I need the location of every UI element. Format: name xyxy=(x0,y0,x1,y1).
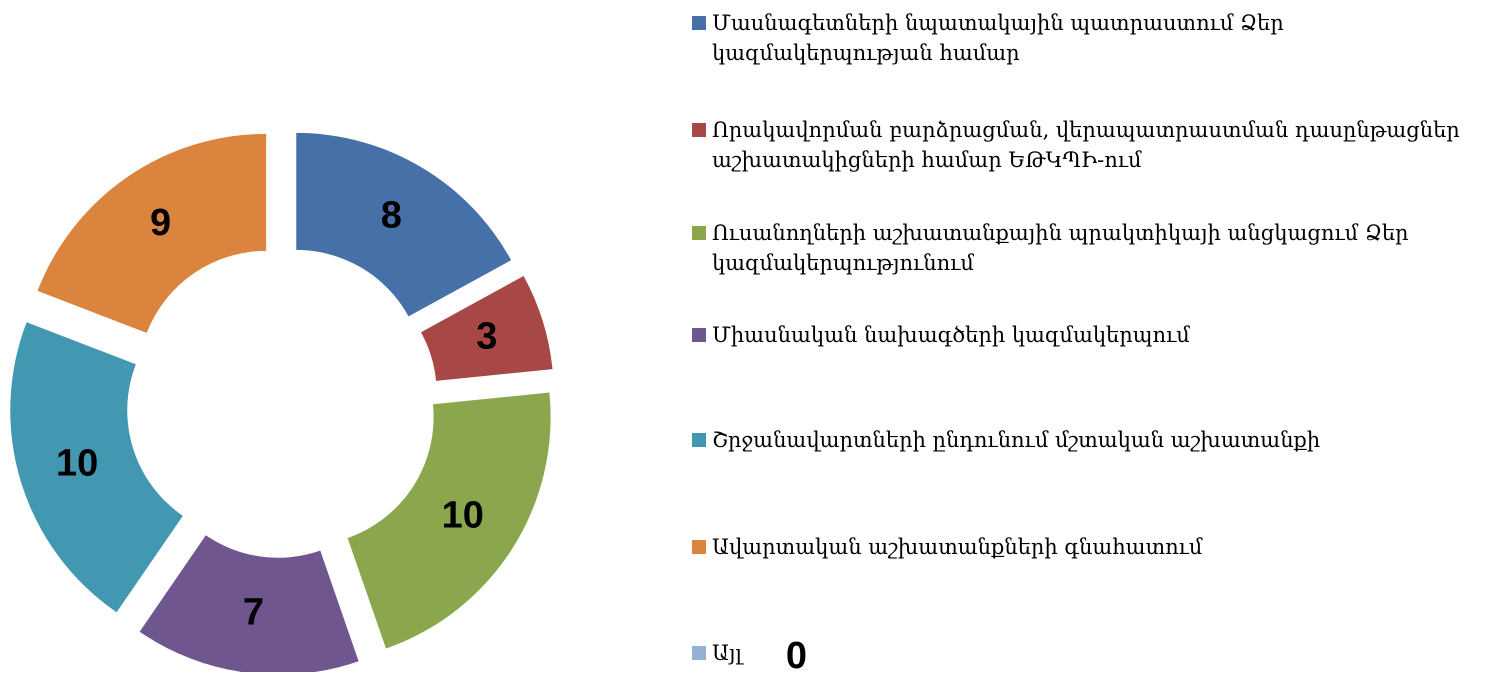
legend-swatch xyxy=(692,646,706,660)
legend-label: Ուսանողների աշխատանքային պրակտիկայի անցկ… xyxy=(712,221,1409,275)
donut-segment xyxy=(420,275,553,381)
legend-item: Ավարտական աշխատանքների գնահատում xyxy=(692,532,1487,562)
legend-label: Շրջանավարտների ընդունում մշտական աշխատան… xyxy=(712,428,1321,452)
value-label: 10 xyxy=(56,443,98,485)
value-label: 8 xyxy=(381,194,402,236)
legend-item: Մասնագետների նպատակային պատրաստում Ձեր կ… xyxy=(692,8,1487,68)
legend-swatch xyxy=(692,433,706,447)
legend-swatch xyxy=(692,328,706,342)
legend-label: Որակավորման բարձրացման, վերապատրաստման դ… xyxy=(712,118,1460,172)
legend-item: Որակավորման բարձրացման, վերապատրաստման դ… xyxy=(692,115,1487,175)
value-label: 3 xyxy=(476,315,497,357)
value-label: 7 xyxy=(243,592,264,634)
donut-segment xyxy=(347,392,551,649)
legend-label: Ավարտական աշխատանքների գնահատում xyxy=(712,535,1203,559)
legend-label: Այլ xyxy=(712,641,742,665)
value-label: 10 xyxy=(442,494,484,536)
legend-item: Այլ 0 xyxy=(692,635,1487,677)
legend-swatch xyxy=(692,123,706,137)
donut-segment xyxy=(37,133,267,333)
value-label: 9 xyxy=(150,202,171,244)
legend-swatch xyxy=(692,540,706,554)
legend-item: Շրջանավարտների ընդունում մշտական աշխատան… xyxy=(692,425,1487,455)
donut-segment xyxy=(139,535,359,672)
legend-swatch xyxy=(692,226,706,240)
legend-label: Մասնագետների նպատակային պատրաստում Ձեր կ… xyxy=(712,11,1284,65)
legend-label: Միասնական նախագծերի կազմակերպում xyxy=(712,323,1190,347)
legend-swatch xyxy=(692,16,706,30)
chart: 8 3 10 7 10 9 xyxy=(10,132,553,672)
donut-segment xyxy=(296,132,512,317)
value-label: 0 xyxy=(785,635,808,677)
legend-item: Միասնական նախագծերի կազմակերպում xyxy=(692,320,1487,350)
donut-segment xyxy=(10,322,183,613)
legend-item: Ուսանողների աշխատանքային պրակտիկայի անցկ… xyxy=(692,218,1487,278)
